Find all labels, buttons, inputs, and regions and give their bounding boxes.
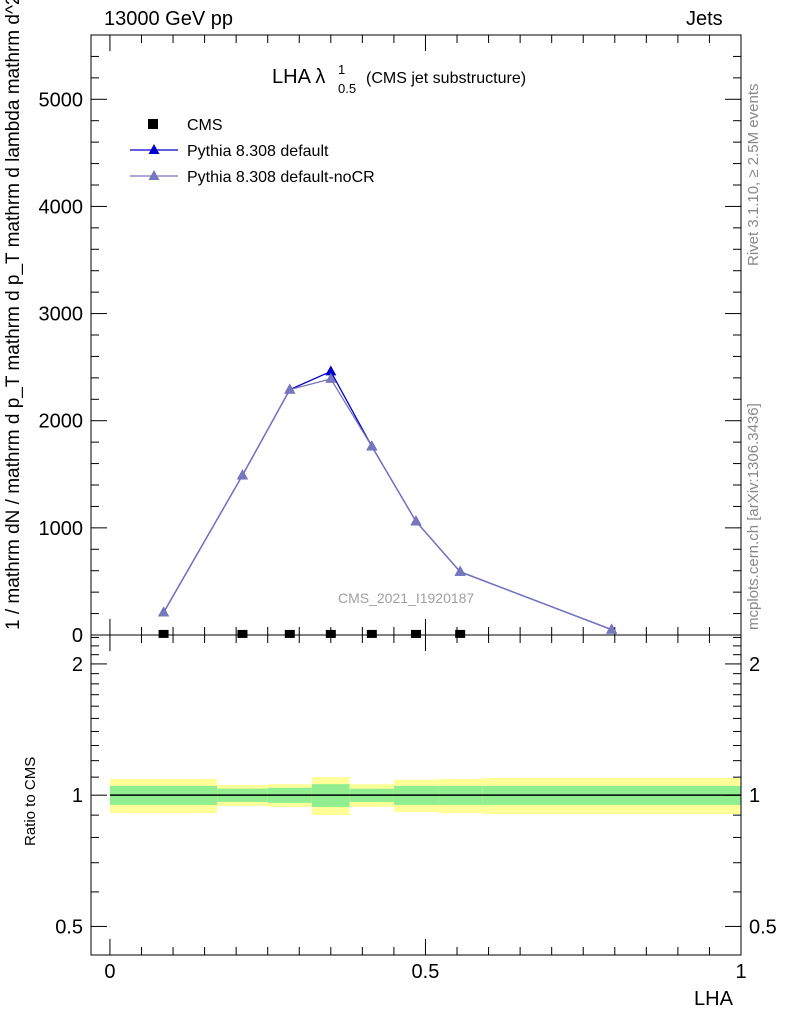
y-tick-label: 4000 xyxy=(39,196,84,218)
series-marker-noCR xyxy=(236,469,248,480)
x-tick-label: 0 xyxy=(104,961,115,983)
x-axis-label: LHA xyxy=(694,988,733,1010)
ratio-y-tick-label: 2 xyxy=(749,654,760,676)
plot-title-suffix: (CMS jet substructure) xyxy=(366,70,527,87)
ratio-y-tick-label: 0.5 xyxy=(55,916,83,938)
y-tick-label: 5000 xyxy=(39,89,84,111)
cms-data-point xyxy=(237,629,248,638)
series-marker-default xyxy=(325,365,337,376)
legend-cms-marker xyxy=(148,119,158,129)
cms-data-point xyxy=(455,629,466,638)
cms-data-point xyxy=(284,629,295,638)
cms-data-point xyxy=(325,629,336,638)
y-tick-label: 2000 xyxy=(39,411,84,433)
ratio-y-tick-label: 0.5 xyxy=(749,916,777,938)
analysis-watermark: CMS_2021_I1920187 xyxy=(338,590,475,606)
y-tick-label: 0 xyxy=(72,625,83,647)
legend-label: Pythia 8.308 default xyxy=(187,143,329,160)
series-line-noCR xyxy=(163,378,612,631)
legend-marker xyxy=(148,144,160,154)
ratio-y-tick-label: 1 xyxy=(749,785,760,807)
series-marker-noCR xyxy=(410,515,422,526)
mcplots-reference-text: mcplots.cern.ch [arXiv:1306.3436] xyxy=(745,403,762,630)
y-tick-label: 3000 xyxy=(39,304,84,326)
plot-title-main: LHA λ xyxy=(272,66,326,88)
plot-title-subscript: 0.5 xyxy=(338,81,357,96)
plot-title-superscript: 1 xyxy=(338,62,346,77)
legend-label: Pythia 8.308 default-noCR xyxy=(187,169,375,186)
series-marker-noCR xyxy=(284,383,296,394)
cms-data-point xyxy=(411,629,421,638)
header-left-text: 13000 GeV pp xyxy=(104,8,233,30)
ratio-y-tick-label: 1 xyxy=(72,785,83,807)
y-axis-label: 1 / mathrm dN / mathrm d p_T mathrm d p_… xyxy=(3,0,24,630)
rivet-version-text: Rivet 3.1.10, ≥ 2.5M events xyxy=(745,83,762,267)
series-marker-noCR xyxy=(325,372,337,383)
x-tick-label: 1 xyxy=(735,961,746,983)
ratio-y-axis-label: Ratio to CMS xyxy=(22,756,39,846)
series-marker-noCR xyxy=(606,623,618,634)
y-tick-label: 1000 xyxy=(39,518,84,540)
cms-data-point xyxy=(158,629,169,638)
cms-data-point xyxy=(366,629,377,638)
x-tick-label: 0.5 xyxy=(412,961,440,983)
header-right-text: Jets xyxy=(686,8,723,30)
plot-title: LHA λ 1 0.5 (CMS jet substructure) xyxy=(272,62,526,96)
ratio-y-tick-label: 2 xyxy=(72,654,83,676)
legend-marker xyxy=(148,170,160,180)
legend-label: CMS xyxy=(187,117,223,134)
series-marker-noCR xyxy=(158,606,170,617)
series-marker-noCR xyxy=(454,565,466,576)
series-marker-noCR xyxy=(366,440,378,451)
